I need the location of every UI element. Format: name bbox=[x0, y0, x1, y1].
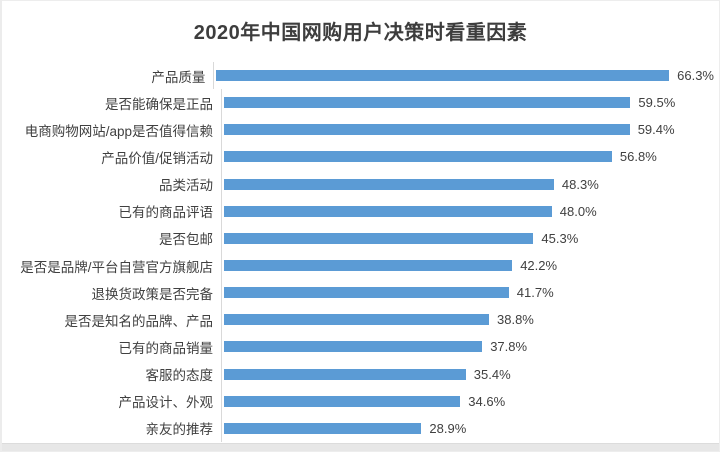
chart-row: 客服的态度 35.4% bbox=[2, 360, 714, 388]
bar-track: 34.6% bbox=[221, 387, 714, 415]
chart-row: 已有的商品评语 48.0% bbox=[2, 197, 714, 225]
bar bbox=[224, 395, 461, 407]
chart-row: 是否是知名的品牌、产品 38.8% bbox=[2, 306, 714, 334]
chart-row: 亲友的推荐 28.9% bbox=[2, 414, 714, 442]
value-label: 48.0% bbox=[559, 203, 597, 219]
value-label: 59.4% bbox=[637, 122, 675, 138]
bar bbox=[224, 124, 630, 136]
bar bbox=[224, 341, 483, 353]
bar-track: 48.0% bbox=[221, 197, 714, 225]
category-label: 已有的商品评语 bbox=[118, 205, 214, 221]
chart-row: 已有的商品销量 37.8% bbox=[2, 333, 714, 361]
bar-track: 59.4% bbox=[221, 116, 714, 144]
value-label: 37.8% bbox=[490, 339, 528, 355]
chart-row: 产品设计、外观 34.6% bbox=[2, 387, 714, 415]
bar-track: 45.3% bbox=[221, 224, 714, 252]
category-label: 产品价值/促销活动 bbox=[101, 150, 213, 166]
value-label: 35.4% bbox=[473, 366, 511, 382]
value-label: 48.3% bbox=[561, 176, 599, 192]
value-label: 34.6% bbox=[468, 393, 506, 409]
bar-track: 48.3% bbox=[221, 170, 714, 198]
bar bbox=[224, 422, 422, 434]
value-label: 41.7% bbox=[516, 285, 554, 301]
chart-row: 是否是品牌/平台自营官方旗舰店 42.2% bbox=[2, 251, 714, 280]
bar-track: 56.8% bbox=[221, 143, 714, 171]
bar bbox=[224, 97, 631, 109]
chart-row: 品类活动 48.3% bbox=[2, 170, 714, 198]
category-label: 是否是品牌/平台自营官方旗舰店 bbox=[20, 259, 213, 275]
category-label: 品类活动 bbox=[159, 178, 213, 194]
value-label: 59.5% bbox=[638, 95, 676, 111]
value-label: 66.3% bbox=[677, 68, 714, 84]
bar bbox=[224, 151, 612, 163]
bar-track: 41.7% bbox=[221, 279, 714, 307]
bar bbox=[224, 260, 513, 272]
chart-row: 产品价值/促销活动 56.8% bbox=[2, 143, 714, 171]
bar bbox=[224, 368, 466, 380]
bar bbox=[224, 178, 554, 190]
category-label: 产品设计、外观 bbox=[118, 395, 214, 411]
bar-track: 28.9% bbox=[221, 414, 714, 442]
bar bbox=[224, 314, 489, 326]
chart-row: 是否能确保是正品 59.5% bbox=[2, 89, 714, 117]
category-label: 客服的态度 bbox=[145, 368, 214, 384]
chart-row: 退换货政策是否完备 41.7% bbox=[2, 279, 714, 307]
card-bottom-edge bbox=[2, 443, 719, 451]
chart-row: 产品质量 66.3% bbox=[2, 62, 714, 90]
bar-track: 59.5% bbox=[221, 89, 714, 117]
chart-row: 是否包邮 45.3% bbox=[2, 224, 714, 252]
value-label: 38.8% bbox=[497, 312, 534, 328]
bar bbox=[224, 205, 552, 217]
value-label: 56.8% bbox=[619, 149, 657, 165]
bar-track: 38.8% bbox=[221, 306, 714, 334]
bar bbox=[216, 70, 670, 82]
category-label: 是否能确保是正品 bbox=[105, 96, 213, 112]
chart-title: 2020年中国网购用户决策时看重因素 bbox=[193, 22, 528, 44]
bar bbox=[224, 232, 534, 244]
value-label: 28.9% bbox=[429, 420, 467, 436]
bar-track: 37.8% bbox=[221, 333, 714, 361]
category-label: 电商购物网站/app是否值得信赖 bbox=[24, 123, 213, 139]
value-label: 42.2% bbox=[520, 258, 558, 274]
bar-track: 35.4% bbox=[221, 360, 714, 388]
category-label: 产品质量 bbox=[151, 69, 206, 85]
category-label: 已有的商品销量 bbox=[118, 340, 214, 356]
bar-track: 66.3% bbox=[213, 62, 714, 90]
category-label: 退换货政策是否完备 bbox=[91, 286, 214, 302]
category-label: 是否是知名的品牌、产品 bbox=[64, 313, 214, 329]
category-label: 亲友的推荐 bbox=[145, 422, 214, 438]
bar-track: 42.2% bbox=[221, 251, 714, 280]
bar bbox=[224, 287, 509, 299]
value-label: 45.3% bbox=[541, 230, 579, 246]
bar-chart: 产品质量 66.3% 是否能确保是正品 59.5% 电商购物网站/app是否值得信赖 59… bbox=[2, 62, 714, 442]
category-label: 是否包邮 bbox=[159, 232, 213, 248]
chart-row: 电商购物网站/app是否值得信赖 59.4% bbox=[2, 116, 714, 144]
